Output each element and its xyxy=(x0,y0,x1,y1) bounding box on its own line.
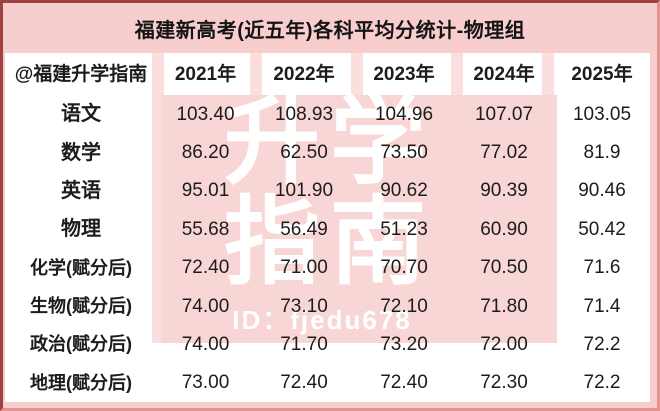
watermark-id-text: ID：fjedu678 xyxy=(232,305,412,335)
score-cell: 72.10 xyxy=(380,295,428,317)
score-cell: 74.00 xyxy=(181,333,230,355)
score-cell: 72.40 xyxy=(181,257,230,279)
score-cell: 90.62 xyxy=(380,180,428,202)
scores-table: @福建升学指南 2021年 2022年 2023年 2024年 2025年 语文… xyxy=(5,53,650,402)
score-cell: 51.23 xyxy=(380,218,428,240)
score-cell: 81.9 xyxy=(583,142,621,164)
score-cell: 73.10 xyxy=(280,295,328,317)
score-cell: 72.30 xyxy=(480,372,528,394)
table-header-year: 2024年 xyxy=(473,63,535,85)
table-header-year: 2022年 xyxy=(273,63,335,85)
row-label: 英语 xyxy=(61,179,101,202)
score-cell: 71.00 xyxy=(280,257,328,279)
score-cell: 77.02 xyxy=(480,142,528,164)
row-label: 物理 xyxy=(61,218,101,241)
row-label: 语文 xyxy=(61,103,101,126)
row-label: 政治(赋分后) xyxy=(30,334,132,355)
score-cell: 56.49 xyxy=(280,218,328,240)
row-label: 数学 xyxy=(61,141,101,164)
table-header-year: 2021年 xyxy=(174,63,237,85)
table-header-source: @福建升学指南 xyxy=(14,63,148,85)
row-label: 化学(赋分后) xyxy=(30,257,132,278)
table-header-year: 2023年 xyxy=(373,63,435,85)
score-cell: 72.40 xyxy=(380,372,428,394)
score-cell: 104.96 xyxy=(374,103,434,125)
score-cell: 72.2 xyxy=(583,372,621,394)
page-title: 福建新高考(近五年)各科平均分统计-物理组 xyxy=(134,19,526,42)
score-cell: 95.01 xyxy=(181,180,230,202)
score-cell: 73.20 xyxy=(380,333,428,355)
watermark-line1: 升学 xyxy=(224,89,436,196)
score-cell: 103.40 xyxy=(176,103,235,125)
score-cell: 74.00 xyxy=(181,295,230,317)
score-cell: 70.70 xyxy=(380,257,428,279)
score-cell: 71.80 xyxy=(480,295,528,317)
row-label: 地理(赋分后) xyxy=(30,372,132,393)
score-cell: 70.50 xyxy=(480,257,528,279)
watermark-stamp: 升学 指南 ID：fjedu678 xyxy=(161,93,557,343)
score-cell: 90.46 xyxy=(578,180,626,202)
score-cell: 55.68 xyxy=(181,218,230,240)
score-cell: 72.2 xyxy=(583,333,621,355)
score-cell: 108.93 xyxy=(274,103,334,125)
score-cell: 50.42 xyxy=(578,218,626,240)
score-cell: 72.40 xyxy=(280,372,328,394)
watermark-big-text: 升学 指南 xyxy=(132,93,528,293)
score-cell: 73.50 xyxy=(380,142,428,164)
score-cell: 71.6 xyxy=(583,257,621,279)
score-cell: 103.05 xyxy=(572,103,632,125)
score-cell: 62.50 xyxy=(280,142,328,164)
score-cell: 86.20 xyxy=(181,142,230,164)
score-cell: 60.90 xyxy=(480,218,528,240)
score-cell: 107.07 xyxy=(474,103,534,125)
watermark-line2: 指南 xyxy=(224,189,436,296)
score-cell: 73.00 xyxy=(181,372,230,394)
score-cell: 101.90 xyxy=(274,180,334,202)
row-label: 生物(赋分后) xyxy=(30,296,132,317)
score-cell: 72.00 xyxy=(480,333,528,355)
table-card: 升学 指南 ID：fjedu678 @福建升学指南 2021年 2022年 202… xyxy=(5,53,650,402)
score-cell: 90.39 xyxy=(480,180,528,202)
table-header-year: 2025年 xyxy=(571,63,633,85)
score-cell: 71.70 xyxy=(280,333,328,355)
score-cell: 71.4 xyxy=(583,295,621,317)
